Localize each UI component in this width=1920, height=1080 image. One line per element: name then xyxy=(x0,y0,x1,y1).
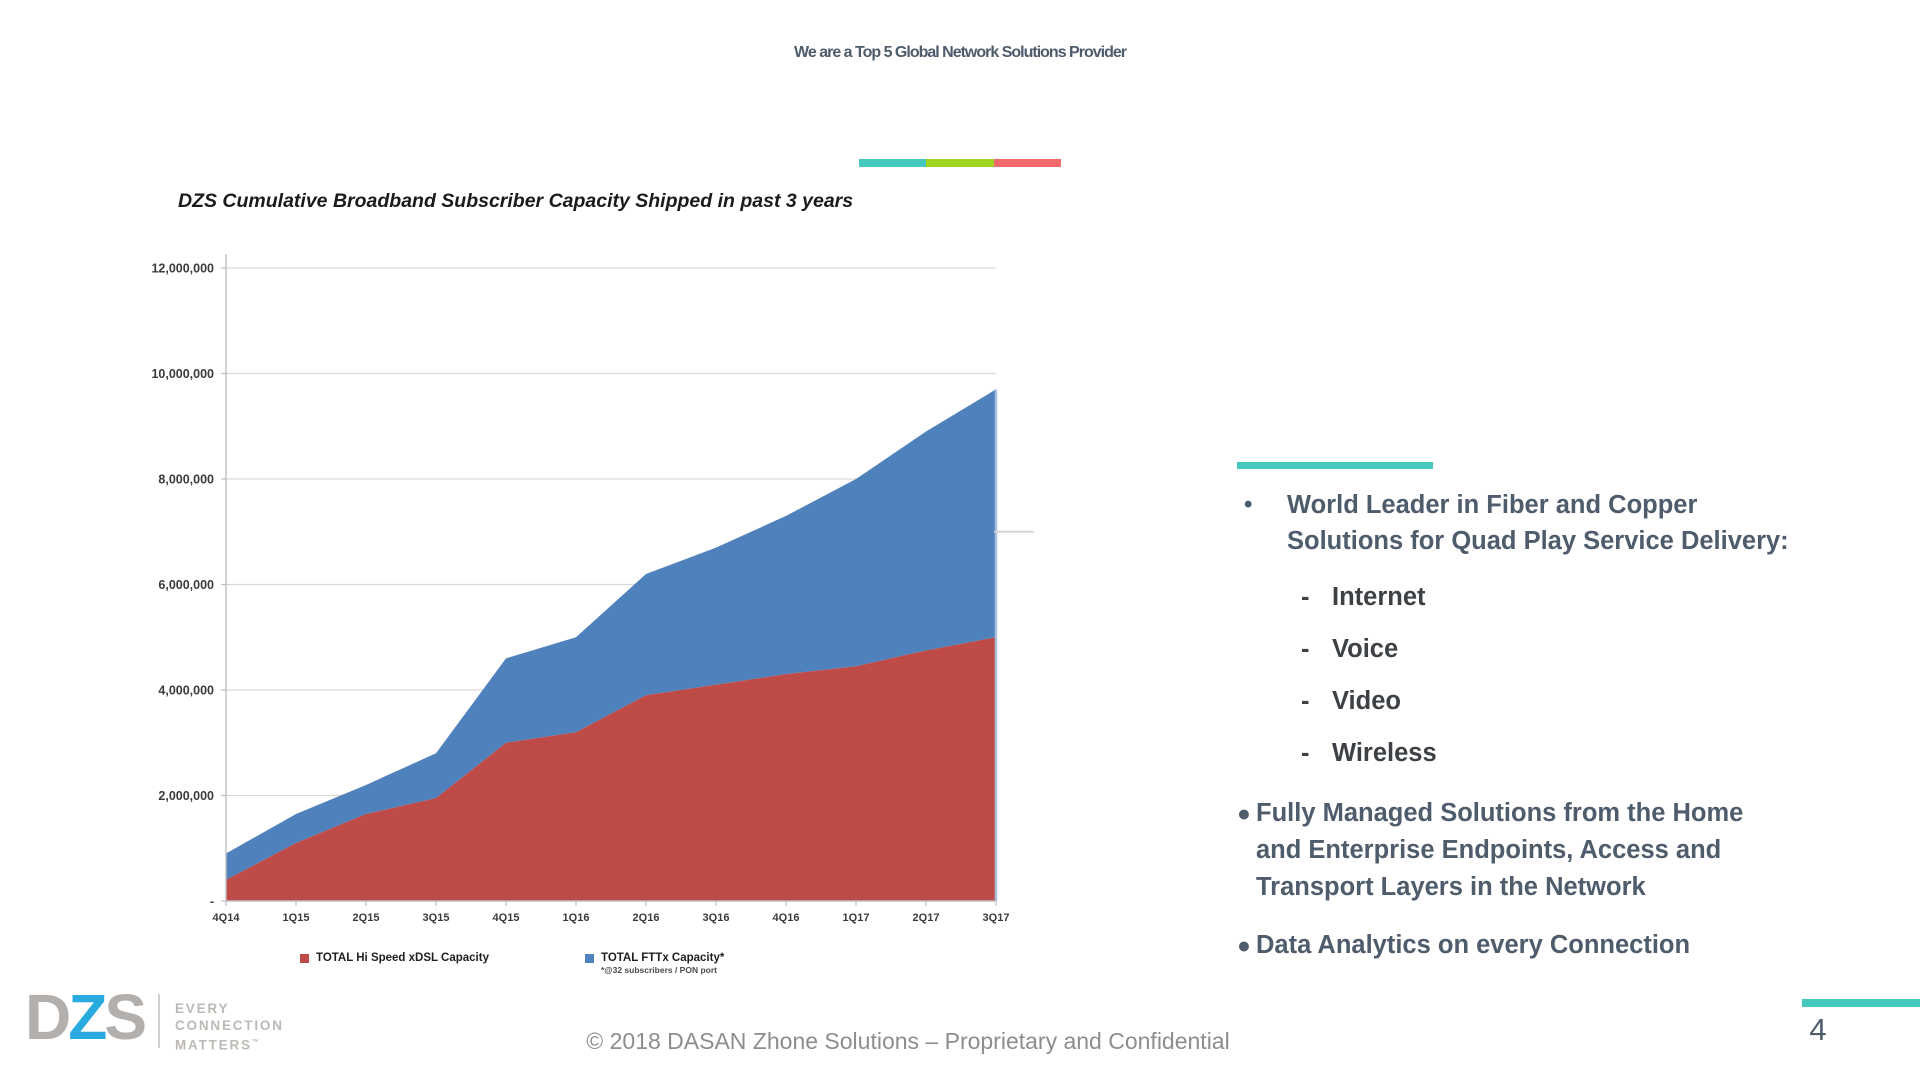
broadband-capacity-chart: DZS Cumulative Broadband Subscriber Capa… xyxy=(96,190,1076,1000)
bullet-text: Fully Managed Solutions from the Home an… xyxy=(1256,799,1744,901)
fttx-legend-label: TOTAL FTTx Capacity* xyxy=(601,952,725,964)
dash-marker: - xyxy=(1301,583,1310,611)
y-tick-label: 10,000,000 xyxy=(151,367,214,381)
page-number: 4 xyxy=(1809,1012,1827,1047)
title-accent-underline xyxy=(859,159,1061,167)
dash-marker: - xyxy=(1301,635,1310,663)
x-tick-label: 4Q15 xyxy=(493,912,520,924)
list-item-label: Internet xyxy=(1332,583,1426,611)
underline-red-segment xyxy=(993,159,1061,167)
dash-marker: - xyxy=(1301,739,1310,767)
tagline-line: CONNECTION xyxy=(175,1018,284,1033)
x-tick-label: 4Q16 xyxy=(773,912,800,924)
chart-title: DZS Cumulative Broadband Subscriber Capa… xyxy=(178,190,854,212)
legend-item-xdsl: TOTAL Hi Speed xDSL Capacity xyxy=(300,952,489,964)
underline-green-segment xyxy=(926,159,994,167)
quad-play-sub-list: - Internet - Voice - Video - Wireless xyxy=(1301,571,1817,779)
list-item-voice: - Voice xyxy=(1301,623,1817,675)
xdsl-legend-label: TOTAL Hi Speed xDSL Capacity xyxy=(316,952,489,964)
bullet-fully-managed: ● Fully Managed Solutions from the Home … xyxy=(1237,795,1817,906)
bullet-dot: • xyxy=(1244,491,1253,518)
x-tick-label: 3Q15 xyxy=(423,912,450,924)
x-tick-label: 1Q17 xyxy=(843,912,870,924)
tagline-line: MATTERS™ xyxy=(175,1037,259,1053)
logo-tagline: EVERY CONNECTION MATTERS™ xyxy=(175,1000,284,1054)
area-xdsl-capacity xyxy=(226,637,996,901)
x-tick-label: 1Q16 xyxy=(563,912,590,924)
bullet-world-leader: • World Leader in Fiber and Copper Solut… xyxy=(1237,487,1817,559)
y-tick-label: 6,000,000 xyxy=(158,578,214,592)
tagline-line: EVERY xyxy=(175,1001,230,1016)
y-tick-label: 2,000,000 xyxy=(158,789,214,803)
x-tick-label: 2Q16 xyxy=(633,912,660,924)
page-number-accent-bar xyxy=(1802,999,1920,1007)
x-tick-label: 3Q17 xyxy=(983,912,1010,924)
list-item-wireless: - Wireless xyxy=(1301,727,1817,779)
dzs-logo: DZS xyxy=(25,985,147,1049)
bullet-dot: ● xyxy=(1237,932,1251,958)
x-tick-label: 4Q14 xyxy=(213,912,241,924)
stacked-area-plot: 12,000,000 10,000,000 8,000,000 6,000,000 4,… xyxy=(151,254,1034,924)
bullet-text: World Leader in Fiber and Copper Solutio… xyxy=(1287,491,1789,555)
y-tick-label: 12,000,000 xyxy=(151,262,214,276)
key-points-panel: • World Leader in Fiber and Copper Solut… xyxy=(1237,462,1817,963)
list-item-label: Voice xyxy=(1332,635,1399,663)
dash-marker: - xyxy=(1301,687,1310,715)
list-item-label: Wireless xyxy=(1332,739,1437,767)
area-fttx-capacity xyxy=(226,389,996,880)
x-tick-label: 1Q15 xyxy=(283,912,310,924)
y-tick-label: 4,000,000 xyxy=(158,684,214,698)
fttx-legend-footnote: *@32 subscribers / PON port xyxy=(601,965,717,975)
x-tick-label: 2Q15 xyxy=(353,912,380,924)
logo-letter-z: Z xyxy=(68,981,107,1053)
logo-letter-s: S xyxy=(104,981,147,1053)
copyright-text: © 2018 DASAN Zhone Solutions – Proprieta… xyxy=(586,1028,1230,1054)
panel-accent-bar xyxy=(1237,462,1433,469)
xdsl-legend-swatch xyxy=(300,954,309,963)
logo-divider xyxy=(158,994,160,1048)
legend-item-fttx: TOTAL FTTx Capacity* *@32 subscribers / … xyxy=(585,952,724,975)
list-item-internet: - Internet xyxy=(1301,571,1817,623)
bullet-text: Data Analytics on every Connection xyxy=(1256,931,1691,959)
logo-letter-d: D xyxy=(25,981,71,1053)
bullet-dot: ● xyxy=(1237,800,1251,826)
underline-teal-segment xyxy=(859,159,927,167)
y-tick-label: - xyxy=(210,895,214,909)
trademark-symbol: ™ xyxy=(251,1039,259,1046)
y-tick-label: 8,000,000 xyxy=(158,473,214,487)
bullet-data-analytics: ● Data Analytics on every Connection xyxy=(1237,927,1817,963)
x-tick-label: 2Q17 xyxy=(913,912,940,924)
page-title: We are a Top 5 Global Network Solutions … xyxy=(794,44,1127,61)
x-tick-label: 3Q16 xyxy=(703,912,730,924)
fttx-legend-swatch xyxy=(585,954,594,963)
list-item-video: - Video xyxy=(1301,675,1817,727)
list-item-label: Video xyxy=(1332,687,1401,715)
